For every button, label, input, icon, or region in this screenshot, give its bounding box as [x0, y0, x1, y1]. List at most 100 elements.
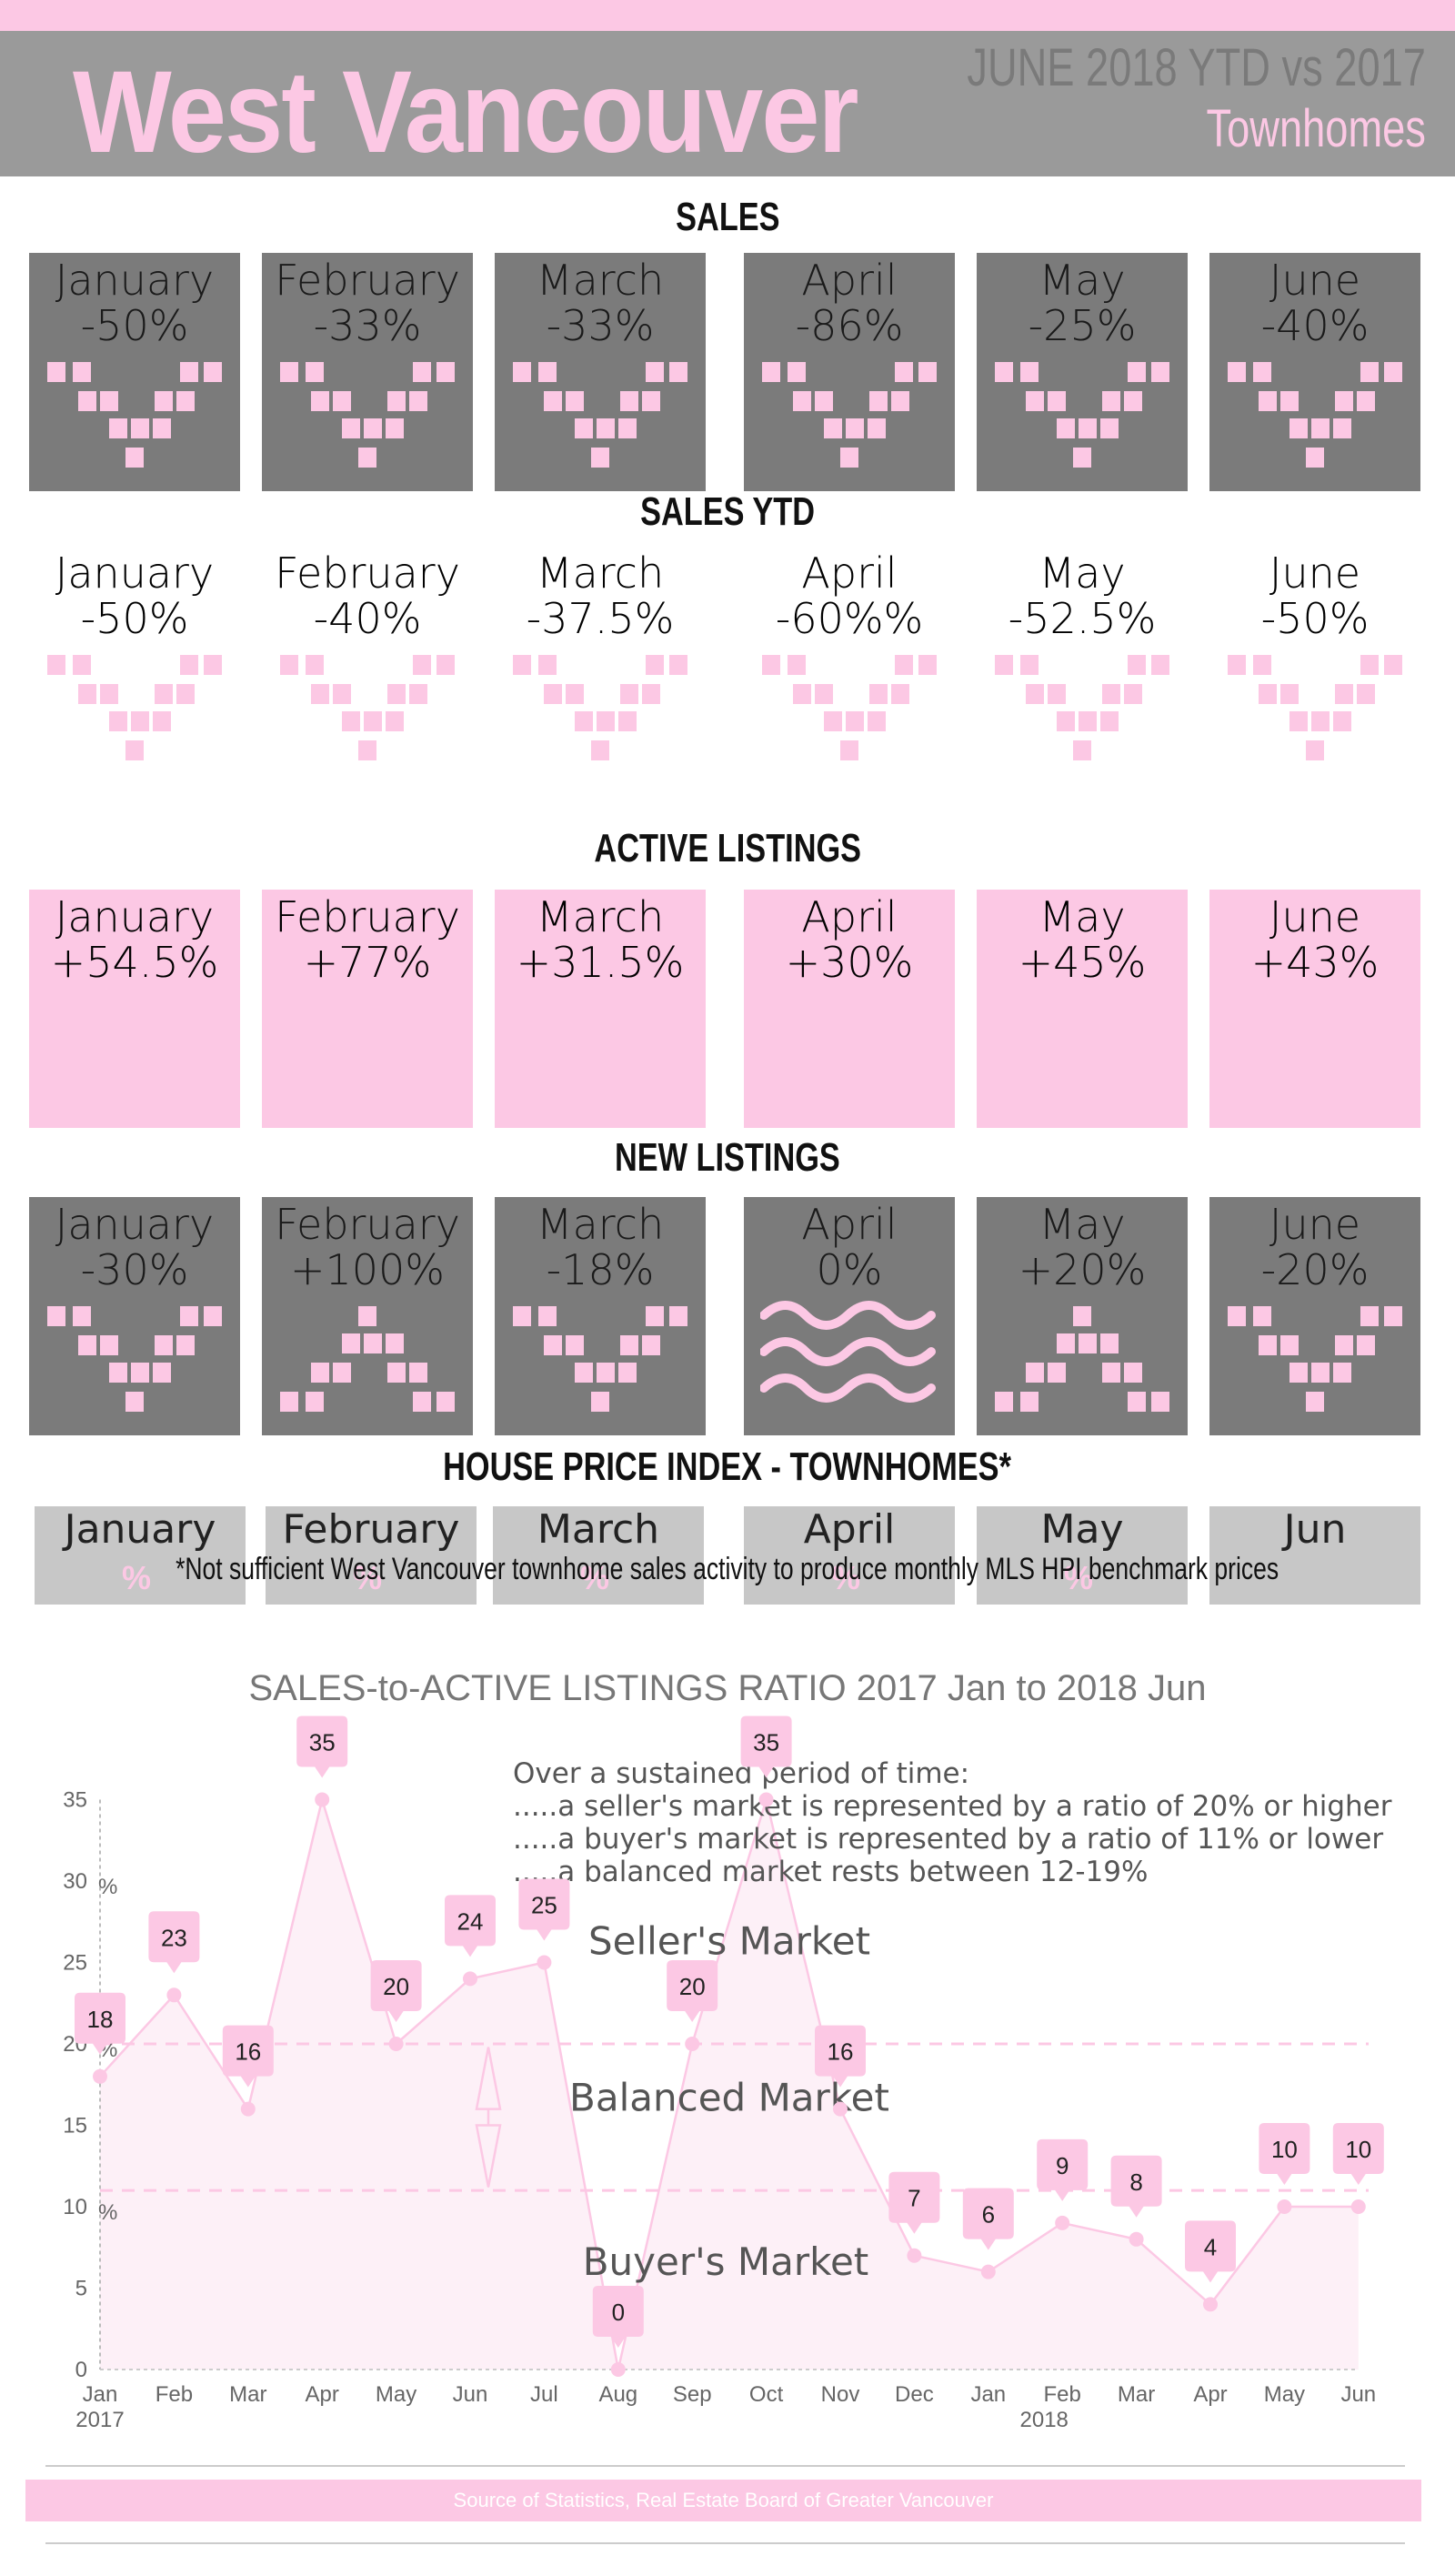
tile-month: April	[801, 892, 898, 941]
tile-month: March	[536, 256, 665, 305]
tile-month: June	[1269, 892, 1361, 941]
down-arrow-icon	[1228, 362, 1402, 468]
y-percent-mark: %	[98, 1875, 117, 1899]
tile-month: February	[275, 1200, 460, 1249]
chart-note: .....a balanced market rests between 12-…	[513, 1856, 1148, 1888]
x-tick-label: Nov	[821, 2382, 860, 2407]
tile-value: -33%	[546, 301, 655, 350]
data-callout	[592, 2286, 644, 2348]
hpi-percent: %	[353, 1559, 383, 1596]
down-arrow-icon	[995, 655, 1169, 760]
report-period: JUNE 2018 YTD vs 2017	[967, 38, 1426, 97]
tile-month: April	[801, 1200, 898, 1249]
tile-value: +54.5%	[50, 938, 219, 987]
down-arrow-icon	[280, 362, 455, 468]
tile-value: +77%	[303, 938, 432, 987]
hpi-percent: %	[831, 1559, 861, 1596]
tile-value: -60%%	[775, 594, 924, 643]
tile-month: April	[801, 256, 898, 305]
tile-month: March	[536, 548, 665, 598]
year-label: 2018	[1020, 2408, 1069, 2432]
data-point	[980, 2264, 996, 2279]
x-tick-label: Jul	[530, 2382, 558, 2407]
hpi-tile: January%	[35, 1506, 246, 1605]
ratio-chart-title: SALES-to-ACTIVE LISTINGS RATIO 2017 Jan …	[248, 1668, 1207, 1708]
tile-month: May	[1039, 1200, 1126, 1249]
tile-value: -52.5%	[1008, 594, 1157, 643]
hpi-month: April	[803, 1506, 896, 1553]
data-label: 10	[1345, 2136, 1371, 2163]
down-arrow-icon	[513, 655, 687, 760]
sales-tile: April -86%	[744, 253, 955, 491]
hpi-tile: February%	[266, 1506, 477, 1605]
tile-value: -40%	[313, 594, 422, 643]
hpi-tile: Jun	[1209, 1506, 1420, 1605]
data-callout	[370, 1960, 422, 2022]
data-label: 9	[1056, 2152, 1069, 2179]
tile-month: June	[1269, 256, 1361, 305]
data-label: 24	[457, 1907, 484, 1935]
data-point	[1055, 2215, 1070, 2230]
ratio-area	[100, 1799, 1359, 2370]
year-label: 2017	[75, 2408, 124, 2432]
tile-value: -40%	[1260, 301, 1370, 350]
x-tick-label: Apr	[306, 2382, 339, 2407]
data-point	[388, 2037, 404, 2051]
tile-value: -25%	[1028, 301, 1137, 350]
sales-section-title: SALES	[675, 195, 780, 239]
y-tick-label: 30	[63, 1869, 87, 1894]
top-strip	[0, 0, 1455, 31]
x-tick-label: Oct	[749, 2382, 784, 2407]
data-label: 23	[161, 1924, 187, 1951]
data-point	[610, 2362, 626, 2377]
new-listings-tile: June -20%	[1209, 1197, 1420, 1435]
new-listings-tile: February +100%	[262, 1197, 473, 1435]
y-tick-label: 0	[75, 2358, 87, 2382]
balanced-range-arrow	[475, 2047, 502, 2188]
up-arrow-icon	[1228, 999, 1402, 1104]
down-arrow-icon	[47, 1306, 222, 1412]
y-tick-label: 5	[75, 2277, 87, 2301]
down-arrow-icon	[47, 362, 222, 468]
hpi-month: March	[537, 1506, 660, 1553]
tile-value: -50%	[80, 594, 189, 643]
sales-ytd-tile: April -60%%	[744, 546, 955, 784]
data-label: 35	[753, 1729, 779, 1756]
x-tick-label: Sep	[673, 2382, 712, 2407]
tile-month: March	[536, 892, 665, 941]
tile-month: January	[55, 892, 215, 941]
tile-month: May	[1039, 256, 1126, 305]
tile-month: June	[1269, 548, 1361, 598]
footer-divider-top	[45, 2465, 1405, 2467]
tile-value: -86%	[795, 301, 904, 350]
data-label: 20	[679, 1973, 706, 2000]
data-point	[907, 2248, 922, 2263]
sales-ytd-tile: May -52.5%	[977, 546, 1188, 784]
sales-tile: January -50%	[29, 253, 240, 491]
data-callout	[296, 1716, 348, 1778]
data-label: 10	[1271, 2136, 1298, 2163]
new-listings-section-title: NEW LISTINGS	[615, 1135, 840, 1180]
hpi-percent: %	[1064, 1559, 1094, 1596]
y-tick-label: 10	[63, 2195, 87, 2219]
data-callout	[148, 1911, 200, 1974]
x-tick-label: Dec	[895, 2382, 934, 2407]
tile-value: -18%	[546, 1245, 655, 1294]
data-callout	[1110, 2155, 1162, 2218]
up-arrow-icon	[762, 999, 937, 1104]
hpi-tile: April%	[744, 1506, 955, 1605]
data-point	[758, 1792, 774, 1807]
data-callout	[740, 1716, 792, 1778]
sales-ytd-tile: March -37.5%	[495, 546, 706, 784]
down-arrow-icon	[513, 1306, 687, 1412]
header-banner: West Vancouver JUNE 2018 YTD vs 2017 Tow…	[0, 31, 1455, 176]
tile-value: -33%	[313, 301, 422, 350]
tile-value: +20%	[1018, 1245, 1147, 1294]
down-arrow-icon	[762, 655, 937, 760]
x-tick-label: Jun	[453, 2382, 488, 2407]
data-label: 8	[1129, 2168, 1142, 2196]
ratio-line	[99, 1795, 1359, 2370]
sales-tile: March -33%	[495, 253, 706, 491]
sellers-market-label: Seller's Market	[588, 1919, 870, 1964]
